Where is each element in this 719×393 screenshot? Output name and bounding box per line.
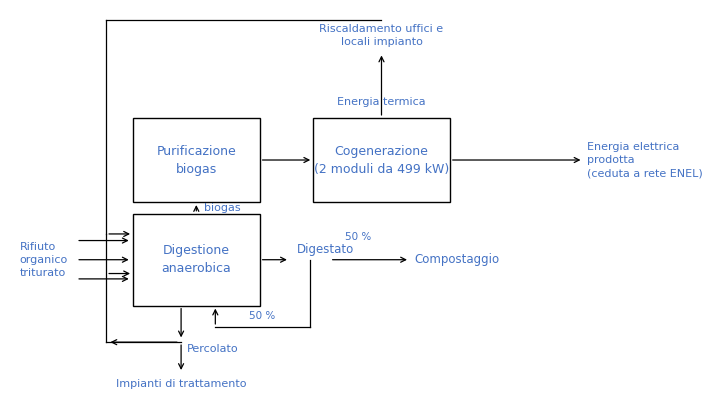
Text: Compostaggio: Compostaggio: [415, 253, 500, 266]
Text: Energia elettrica
prodotta
(ceduta a rete ENEL): Energia elettrica prodotta (ceduta a ret…: [587, 142, 702, 178]
Text: Impianti di trattamento: Impianti di trattamento: [116, 378, 247, 389]
Text: Percolato: Percolato: [186, 344, 238, 354]
FancyBboxPatch shape: [133, 214, 260, 306]
Text: Cogenerazione
(2 moduli da 499 kW): Cogenerazione (2 moduli da 499 kW): [314, 145, 449, 176]
Text: Riscaldamento uffici e
locali impianto: Riscaldamento uffici e locali impianto: [319, 24, 444, 47]
Text: 50 %: 50 %: [249, 311, 275, 321]
FancyBboxPatch shape: [133, 118, 260, 202]
Text: Rifiuto
organico
triturato: Rifiuto organico triturato: [19, 242, 68, 278]
Text: Energia termica: Energia termica: [337, 97, 426, 108]
Text: Purificazione
biogas: Purificazione biogas: [157, 145, 236, 176]
Text: Digestione
anaerobica: Digestione anaerobica: [162, 244, 232, 275]
Text: Digestato: Digestato: [296, 243, 354, 256]
FancyBboxPatch shape: [313, 118, 450, 202]
Text: 50 %: 50 %: [345, 233, 371, 242]
Text: biogas: biogas: [204, 203, 241, 213]
